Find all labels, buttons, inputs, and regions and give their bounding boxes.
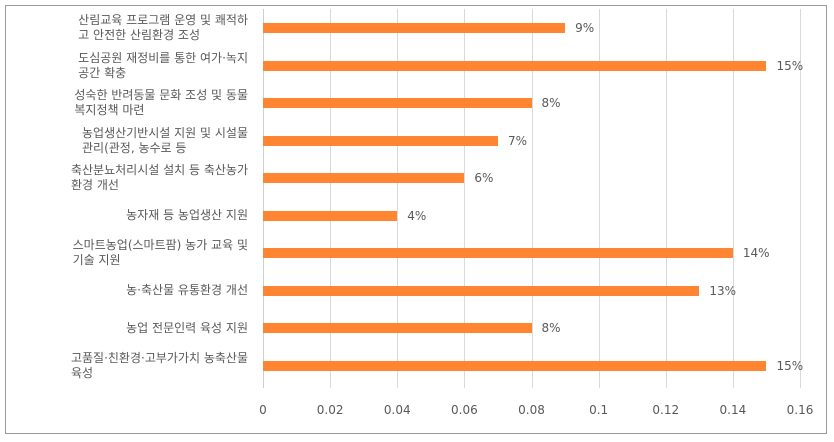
bar[interactable] <box>263 210 398 221</box>
gridline <box>665 9 667 388</box>
plot-area: 9% 15% 8% 7% 6% 4% 14% 13% 8% 15% <box>263 9 804 388</box>
category-label: 농업생산기반시설 지원 및 시설물 관리(관정, 농수로 등 <box>81 125 248 155</box>
gridline <box>464 9 466 388</box>
x-tick-label: 0.14 <box>719 403 747 417</box>
y-axis-line <box>263 9 264 388</box>
bar[interactable] <box>263 323 532 334</box>
data-label: 15% <box>776 358 804 373</box>
gridline <box>330 9 332 388</box>
bar[interactable] <box>263 285 700 296</box>
category-label: 농자재 등 농업생산 지원 <box>126 208 248 223</box>
x-tick-label: 0.16 <box>786 403 814 417</box>
category-label: 스마트농업(스마트팜) 농가 교육 및 기술 지원 <box>72 238 248 268</box>
gridline <box>732 9 734 388</box>
data-label: 8% <box>541 321 561 336</box>
bar[interactable] <box>263 173 465 184</box>
category-label: 도심공원 재정비를 통한 여가·녹지 공간 확충 <box>78 50 248 80</box>
x-tick-label: 0.08 <box>518 403 545 417</box>
data-label: 15% <box>776 58 804 73</box>
data-label: 6% <box>474 171 494 186</box>
x-tick-label: 0.06 <box>451 403 478 417</box>
x-tick-label: 0.02 <box>316 403 344 417</box>
x-tick-label: 0.12 <box>652 403 680 417</box>
data-label: 13% <box>709 283 736 298</box>
data-label: 4% <box>407 208 427 223</box>
gridline <box>397 9 399 388</box>
category-label: 성숙한 반려동물 문화 조성 및 동물 복지정책 마련 <box>74 88 248 118</box>
bar[interactable] <box>263 98 532 109</box>
data-label: 8% <box>541 96 561 111</box>
category-label: 산림교육 프로그램 운영 및 쾌적하 고 안전한 산림환경 조성 <box>78 13 248 43</box>
data-label: 14% <box>742 246 770 261</box>
gridline <box>598 9 600 388</box>
category-label: 고품질·친환경·고부가가치 농축산물 육성 <box>70 350 248 380</box>
gridline <box>800 9 801 388</box>
x-tick-label: 0 <box>259 403 267 417</box>
x-tick-label: 0.1 <box>589 403 609 417</box>
x-tick-label: 0.04 <box>383 403 411 417</box>
bar[interactable] <box>263 60 767 71</box>
data-label: 7% <box>507 133 527 148</box>
bar[interactable] <box>263 135 498 146</box>
bar[interactable] <box>263 23 566 34</box>
data-label: 9% <box>575 21 595 36</box>
bar[interactable] <box>263 360 767 371</box>
gridline <box>531 9 533 388</box>
category-label: 농업 전문인력 육성 지원 <box>126 320 248 335</box>
bar[interactable] <box>263 248 733 259</box>
category-label: 축산분뇨처리시설 설치 등 축산농가 환경 개선 <box>70 163 248 193</box>
category-label: 농·축산물 유통환경 개선 <box>126 283 248 298</box>
